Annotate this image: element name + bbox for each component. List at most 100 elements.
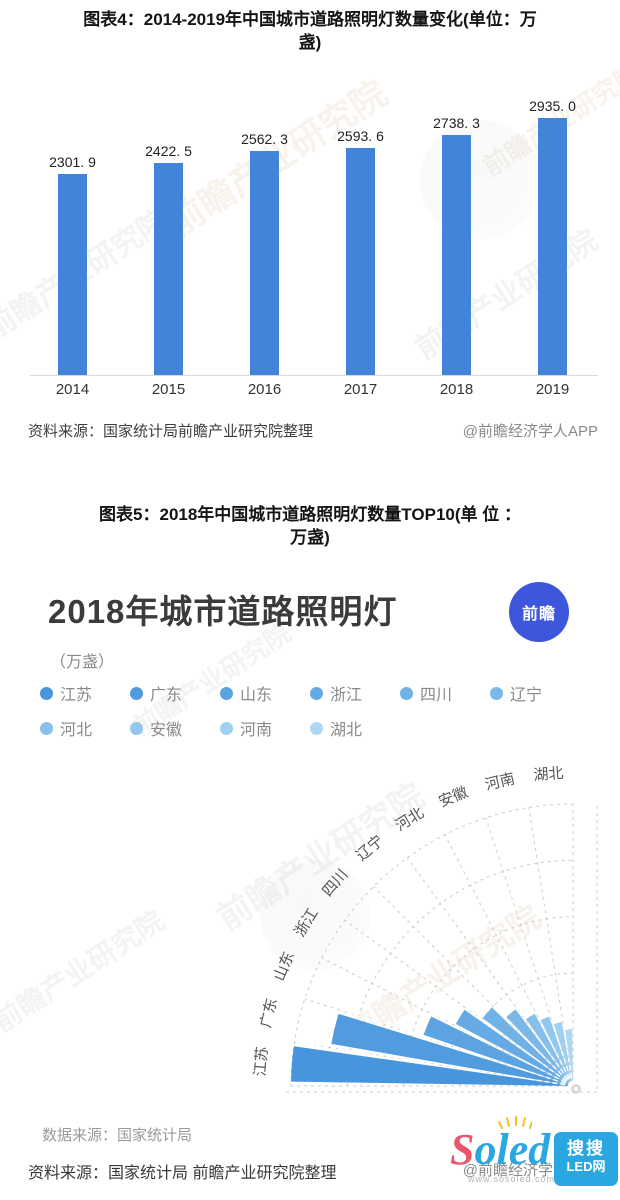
fan-sector-separator bbox=[493, 1006, 574, 1087]
chart2-source-left: 资料来源：国家统计局 前瞻产业研究院整理 bbox=[28, 1165, 337, 1182]
legend-dot-icon bbox=[220, 721, 233, 735]
fan-axis-label-四川: 四川 bbox=[319, 866, 351, 900]
fan-sector-separator bbox=[295, 1041, 574, 1087]
fan-axis-label-江苏: 江苏 bbox=[252, 1046, 271, 1077]
polar-grid-ring bbox=[290, 803, 574, 1087]
fan-sector-四川 bbox=[482, 1007, 573, 1086]
legend-label: 四川 bbox=[420, 687, 453, 704]
fan-axis-label-湖北: 湖北 bbox=[533, 765, 564, 784]
legend-label: 河南 bbox=[240, 722, 273, 739]
x-axis-label: 2016 bbox=[247, 381, 282, 398]
legend-label: 山东 bbox=[240, 687, 273, 704]
bar-plot: 2301. 9 2422. 5 2562. 3 2593. 6 2738. 3 2935.… bbox=[30, 92, 598, 376]
sousou-led-badge: 搜搜 LED网 bbox=[554, 1132, 618, 1186]
legend-label: 浙江 bbox=[330, 687, 363, 704]
soled-s: S bbox=[450, 1125, 475, 1174]
chart1-source-left: 资料来源：国家统计局前瞻产业研究院整理 bbox=[28, 423, 314, 440]
legend-label: 辽宁 bbox=[510, 687, 543, 704]
legend-label: 江苏 bbox=[60, 687, 93, 704]
fan-sector-山东 bbox=[423, 1016, 573, 1086]
x-axis-label: 2018 bbox=[439, 381, 474, 398]
fan-axis-label-安徽: 安徽 bbox=[436, 784, 470, 811]
chart2-title-line1: 图表5：2018年中国城市道路照明灯数量TOP10(单 位 ： bbox=[99, 505, 521, 524]
chart1-title: 图表4：2014-2019年中国城市道路照明灯数量变化(单位：万 盏) bbox=[0, 8, 620, 54]
bar-2017 bbox=[346, 148, 375, 375]
chart1-title-line2: 盏) bbox=[298, 33, 322, 52]
bar-value-label: 2301. 9 bbox=[49, 154, 96, 170]
legend-dot-icon bbox=[220, 686, 233, 700]
soled-watermark-logo: Soled 搜搜 LED网 www.sosoled.com bbox=[450, 1116, 620, 1198]
soled-url: www.sosoled.com bbox=[468, 1174, 556, 1184]
chart2-title-line2: 万盏) bbox=[290, 528, 330, 547]
bar-2014 bbox=[58, 174, 87, 375]
x-axis-label: 2017 bbox=[343, 381, 378, 398]
fan-sector-江苏 bbox=[291, 1046, 573, 1086]
legend-dot-icon bbox=[490, 686, 503, 700]
legend-item-河南: 河南 bbox=[220, 716, 310, 740]
chart1-title-line1: 图表4：2014-2019年中国城市道路照明灯数量变化(单位：万 bbox=[83, 10, 537, 29]
legend-dot-icon bbox=[130, 721, 143, 735]
x-axis-label: 2019 bbox=[535, 381, 570, 398]
legend-label: 湖北 bbox=[330, 722, 363, 739]
soled-wordmark: Soled bbox=[450, 1128, 550, 1172]
bar-2016 bbox=[250, 151, 279, 375]
fan-sector-浙江 bbox=[455, 1009, 573, 1086]
bar-2019 bbox=[538, 118, 567, 375]
fan-axis-label-辽宁: 辽宁 bbox=[353, 832, 387, 864]
bar-2015 bbox=[154, 163, 183, 375]
qianzhan-logo-badge: 前瞻 bbox=[509, 582, 569, 642]
bar-value-label: 2935. 0 bbox=[529, 98, 576, 114]
legend-dot-icon bbox=[40, 721, 53, 735]
fan-sector-separator bbox=[340, 1009, 574, 1087]
x-axis-label: 2014 bbox=[55, 381, 90, 398]
legend-item-湖北: 湖北 bbox=[310, 716, 400, 740]
legend-item-安徽: 安徽 bbox=[130, 716, 220, 740]
chart1-source-right: @前瞻经济学人APP bbox=[462, 423, 598, 440]
bar-2018 bbox=[442, 135, 471, 375]
polar-grid-radial-line bbox=[344, 919, 574, 1087]
sun-rays-icon bbox=[498, 1116, 532, 1129]
legend-item-山东: 山东 bbox=[220, 681, 310, 705]
polar-grid-radial-line bbox=[444, 834, 574, 1087]
infographic-unit: （万盏） bbox=[50, 654, 115, 671]
led-label: LED网 bbox=[566, 1159, 606, 1174]
sousou-label: 搜搜 bbox=[567, 1139, 605, 1158]
fan-axis-label-山东: 山东 bbox=[271, 949, 298, 983]
polar-grid-radial-line bbox=[485, 817, 574, 1087]
fan-axis-label-河北: 河北 bbox=[392, 804, 426, 834]
legend-dot-icon bbox=[400, 686, 413, 700]
bar-value-label: 2422. 5 bbox=[145, 143, 192, 159]
infographic-heading: 2018年城市道路照明灯 bbox=[48, 593, 398, 630]
fan-sector-separator bbox=[535, 1013, 574, 1087]
polar-grid-radial-line bbox=[406, 857, 574, 1087]
legend-dot-icon bbox=[310, 721, 323, 735]
fan-sector-辽宁 bbox=[506, 1009, 573, 1086]
fan-sector-separator bbox=[432, 1014, 574, 1087]
legend-item-广东: 广东 bbox=[130, 681, 220, 705]
fan-sector-河北 bbox=[525, 1013, 573, 1086]
legend-dot-icon bbox=[40, 686, 53, 700]
bar-value-label: 2593. 6 bbox=[337, 128, 384, 144]
polar-grid-radial-line bbox=[373, 886, 574, 1087]
legend-item-河北: 河北 bbox=[40, 716, 130, 740]
legend-dot-icon bbox=[130, 686, 143, 700]
infographic-data-source: 数据来源：国家统计局 bbox=[42, 1127, 193, 1144]
fan-center-dot-inner bbox=[574, 1087, 578, 1091]
fan-axis-label-浙江: 浙江 bbox=[291, 905, 321, 939]
bar-value-label: 2738. 3 bbox=[433, 115, 480, 131]
fan-sector-广东 bbox=[331, 1013, 573, 1086]
legend-row-2: 河北 安徽 河南 湖北 bbox=[40, 716, 400, 740]
legend-item-辽宁: 辽宁 bbox=[490, 681, 580, 705]
legend-label: 河北 bbox=[60, 722, 93, 739]
legend-row-1: 江苏 广东 山东 浙江 四川 辽宁 bbox=[40, 681, 580, 705]
polar-grid-radial-line bbox=[528, 807, 574, 1087]
bar-value-label: 2562. 3 bbox=[241, 131, 288, 147]
legend-item-浙江: 浙江 bbox=[310, 681, 400, 705]
legend-item-江苏: 江苏 bbox=[40, 681, 130, 705]
legend-label: 安徽 bbox=[150, 722, 183, 739]
fan-axis-label-广东: 广东 bbox=[257, 996, 281, 1029]
chart2-title: 图表5：2018年中国城市道路照明灯数量TOP10(单 位 ： 万盏) bbox=[0, 503, 620, 549]
soled-oled: oled bbox=[474, 1125, 551, 1174]
